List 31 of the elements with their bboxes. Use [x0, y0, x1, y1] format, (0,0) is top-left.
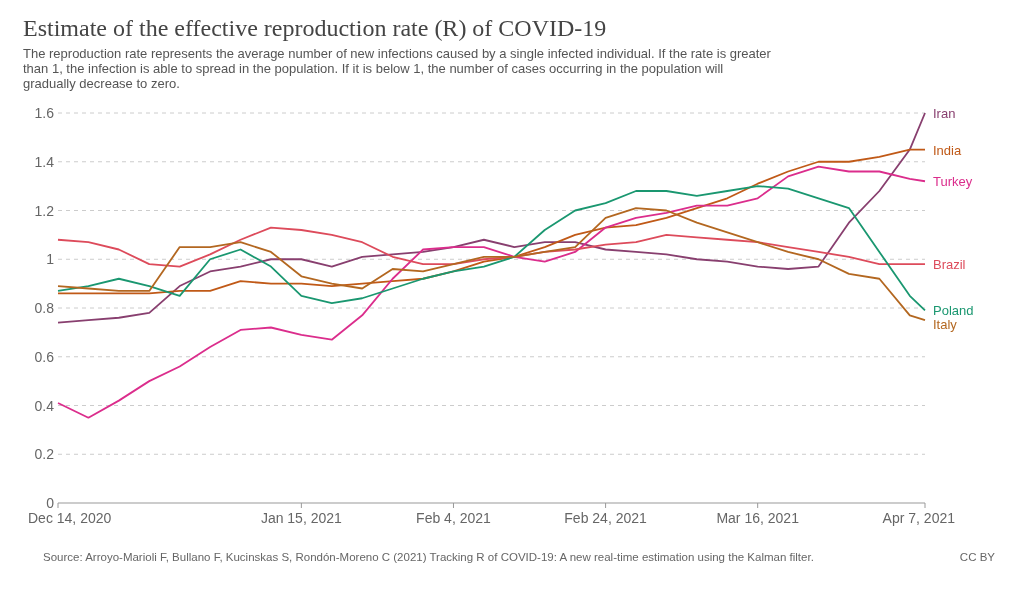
- series-label: Brazil: [933, 257, 966, 273]
- x-tick-label: Dec 14, 2020: [28, 510, 112, 526]
- x-tick-label: Jan 15, 2021: [260, 510, 343, 526]
- text: CC BY: [959, 551, 996, 563]
- y-tick-label: 1.6: [34, 105, 55, 121]
- x-tick-label: Apr 7, 2021: [882, 510, 956, 526]
- y-tick-label: 0.2: [34, 446, 55, 463]
- y-tick-label: 0.4: [34, 397, 55, 414]
- line-series: [57, 148, 926, 295]
- series-label: Italy: [933, 317, 958, 333]
- y-tick-label: 0.8: [34, 300, 55, 316]
- line-series: [57, 207, 926, 322]
- x-tick-label: Mar 16, 2021: [716, 510, 800, 526]
- y-tick-label: 1.2: [34, 202, 55, 219]
- source-note: Source: Arroyo-Marioli F, Bullano F, Kucinskas S, Rondón-Moreno C (2021) Tracking R of COVID-19: A new real-time estimation using the Kalman filter.: [43, 551, 814, 563]
- series-label: Iran: [933, 106, 956, 121]
- series-label: Turkey: [933, 174, 973, 190]
- y-tick-label: 1.4: [34, 153, 55, 170]
- x-tick-label: Feb 24, 2021: [564, 510, 648, 526]
- y-tick-label: 0: [46, 495, 55, 511]
- x-tick-label: Feb 4, 2021: [416, 510, 492, 526]
- chart-title: Estimate of the effective reproduction rate (R) of COVID-19: [23, 15, 607, 41]
- series-label: India: [933, 142, 962, 158]
- line-series: [57, 226, 926, 268]
- series-label: Poland: [933, 303, 974, 319]
- y-tick-label: 0.6: [34, 348, 55, 365]
- y-tick-label: 1: [46, 251, 55, 268]
- line-series: [57, 112, 926, 324]
- line-series: [57, 185, 926, 312]
- chart-subtitle: The reproduction rate represents the average number of new infections caused by a single infected individual. If the rate is greater than 1, the infection is able to spread in the population. If it is below 1, the number of cases occurring in the population will gradually decrease to zero.: [23, 46, 772, 91]
- line-series: [57, 165, 926, 419]
